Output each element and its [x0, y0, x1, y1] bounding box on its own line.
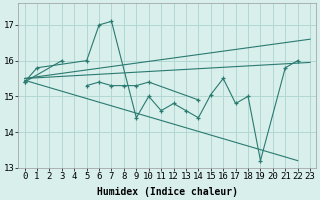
X-axis label: Humidex (Indice chaleur): Humidex (Indice chaleur)	[97, 186, 238, 197]
